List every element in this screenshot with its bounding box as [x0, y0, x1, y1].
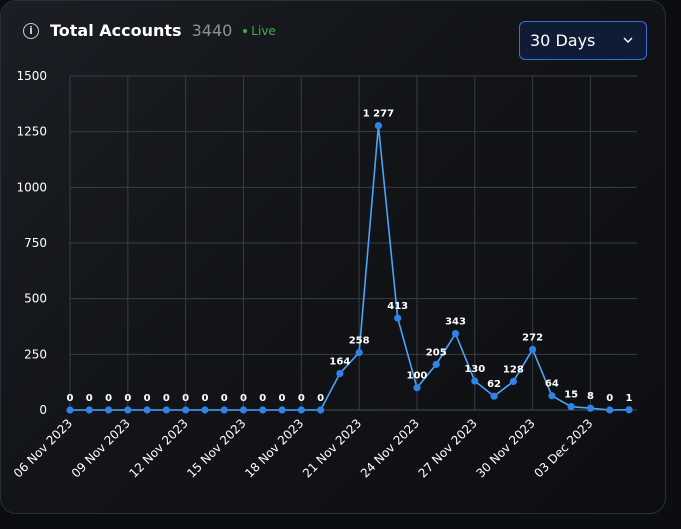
data-point	[162, 406, 170, 414]
data-label: 0	[298, 393, 305, 404]
data-point	[490, 392, 498, 400]
data-point	[606, 406, 614, 414]
x-tick-label: 30 Nov 2023	[473, 416, 537, 480]
x-tick-label: 18 Nov 2023	[242, 416, 306, 480]
data-label: 205	[426, 347, 447, 358]
data-point	[239, 406, 248, 414]
chevron-down-icon	[623, 37, 633, 43]
data-label: 343	[445, 317, 466, 328]
data-label: 0	[606, 393, 613, 404]
y-tick-label: 250	[24, 347, 47, 361]
data-label: 64	[545, 379, 559, 390]
data-label: 0	[163, 393, 170, 404]
data-point	[374, 122, 383, 130]
data-point	[471, 377, 479, 385]
data-point	[220, 406, 228, 414]
data-label: 164	[329, 356, 350, 367]
live-dot-icon	[243, 28, 248, 33]
range-select-value: 30 Days	[530, 31, 596, 50]
range-select[interactable]: 30 Days	[519, 21, 647, 60]
x-tick-label: 06 Nov 2023	[11, 416, 75, 480]
x-tick-label: 09 Nov 2023	[69, 416, 133, 480]
x-tick-label: 03 Dec 2023	[531, 416, 595, 480]
data-point	[143, 406, 151, 414]
x-tick-label: 24 Nov 2023	[358, 416, 422, 480]
data-point	[586, 404, 595, 412]
data-point	[278, 406, 286, 414]
total-count: 3440	[191, 21, 233, 40]
data-label: 0	[105, 393, 112, 404]
data-point	[201, 406, 209, 414]
data-label: 1 277	[363, 109, 394, 120]
y-tick-label: 1500	[16, 69, 47, 83]
data-point	[336, 369, 344, 378]
data-label: 413	[387, 301, 408, 312]
data-point	[355, 348, 363, 357]
data-label: 272	[522, 332, 543, 343]
data-label: 0	[317, 393, 324, 404]
live-badge: Live	[243, 24, 276, 38]
x-tick-label: 12 Nov 2023	[127, 416, 191, 480]
data-point	[316, 406, 325, 414]
y-tick-label: 1250	[16, 125, 47, 139]
data-point	[259, 406, 267, 414]
data-label: 0	[182, 393, 189, 404]
data-label: 128	[503, 364, 524, 375]
data-label: 0	[279, 393, 286, 404]
data-label: 0	[144, 393, 151, 404]
data-label: 62	[487, 379, 501, 390]
data-point	[394, 314, 402, 322]
data-point	[451, 330, 460, 338]
live-label: Live	[251, 23, 276, 38]
data-point	[124, 406, 132, 414]
data-label: 100	[407, 371, 428, 382]
data-label: 8	[587, 391, 594, 402]
total-accounts-card: i Total Accounts 3440 Live 30 Days	[0, 0, 666, 514]
info-icon[interactable]: i	[23, 22, 39, 39]
data-label: 130	[464, 364, 485, 375]
data-label: 0	[86, 393, 93, 404]
data-label: 0	[124, 393, 131, 404]
y-tick-label: 1000	[16, 180, 47, 194]
y-tick-label: 500	[24, 292, 47, 306]
data-label: 0	[259, 393, 266, 404]
data-point	[625, 406, 633, 414]
data-point	[509, 377, 517, 386]
data-label: 15	[564, 390, 578, 401]
data-point	[548, 392, 556, 400]
card-title: Total Accounts	[50, 21, 182, 40]
data-point	[432, 360, 440, 368]
data-point	[297, 406, 305, 414]
card-header: i Total Accounts 3440 Live	[23, 21, 276, 40]
data-label: 0	[240, 393, 247, 404]
x-tick-label: 15 Nov 2023	[184, 416, 248, 480]
data-label: 258	[349, 336, 370, 347]
y-tick-label: 0	[39, 403, 47, 417]
data-label: 0	[201, 393, 208, 404]
data-label: 1	[626, 393, 633, 404]
x-tick-label: 21 Nov 2023	[300, 416, 364, 480]
data-point	[104, 406, 113, 414]
data-point	[413, 384, 421, 392]
data-point	[529, 345, 537, 354]
y-tick-label: 750	[24, 236, 47, 250]
data-point	[66, 406, 74, 414]
data-label: 0	[221, 393, 228, 404]
data-label: 0	[67, 393, 74, 404]
x-tick-label: 27 Nov 2023	[416, 416, 480, 480]
data-point	[85, 406, 93, 414]
data-point	[182, 406, 190, 414]
data-point	[567, 403, 575, 411]
